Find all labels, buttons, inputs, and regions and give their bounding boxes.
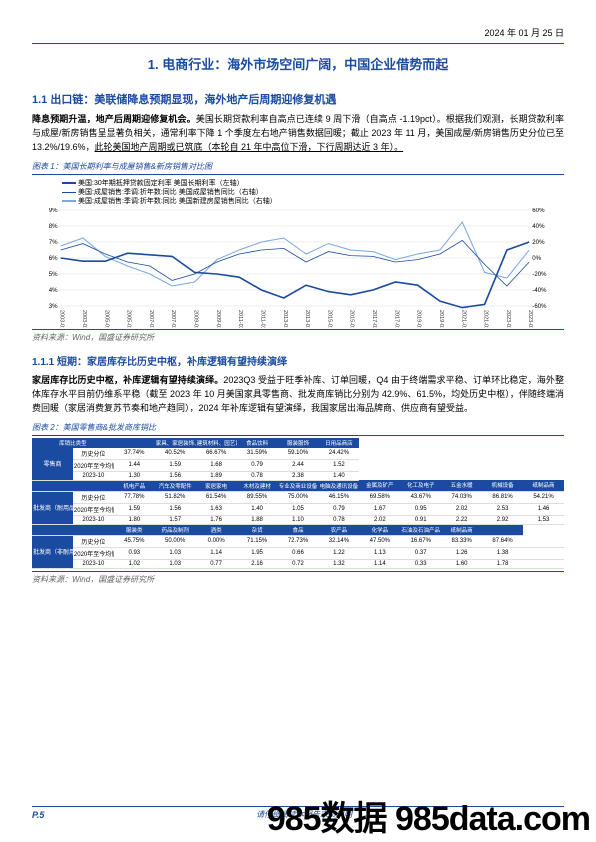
svg-text:2007-01: 2007-01 bbox=[148, 310, 154, 328]
svg-text:2013-01: 2013-01 bbox=[304, 310, 310, 328]
chart1-svg: 3% 4% 5% 6% 7% 8% 9% -60% -40% -20% 0% 20% 40% 60% 200… bbox=[32, 208, 564, 328]
svg-text:2013-01: 2013-01 bbox=[282, 310, 288, 328]
page-number: P.5 bbox=[32, 810, 44, 820]
doc-date: 2024 年 01 月 25 日 bbox=[32, 26, 564, 39]
figure2-table: 库销比类型家具、家居装饰、电子和家电商店建筑材料、园艺设备和物料食品饮料服装服饰… bbox=[32, 438, 564, 569]
svg-text:-60%: -60% bbox=[532, 304, 547, 310]
svg-text:2021-01: 2021-01 bbox=[483, 310, 489, 328]
figure1-label: 图表 1：美国长期利率与成屋销售&新房销售对比图 bbox=[32, 161, 564, 175]
divider-top bbox=[32, 43, 564, 44]
svg-text:2009-01: 2009-01 bbox=[215, 310, 221, 328]
heading-1: 1. 电商行业：海外市场空间广阔，中国企业借势而起 bbox=[32, 54, 564, 73]
heading-1-1: 1.1 出口链：美联储降息预期显现，海外地产后周期迎修复机遇 bbox=[32, 91, 564, 107]
svg-text:2015-01: 2015-01 bbox=[326, 310, 332, 328]
svg-text:-20%: -20% bbox=[532, 272, 547, 278]
figure2-source: 资料来源：Wind，国盛证券研究所 bbox=[32, 571, 564, 585]
heading-1-1-1: 1.1.1 短期：家居库存比历史中枢，补库逻辑有望持续演绎 bbox=[32, 353, 564, 368]
figure2-label: 图表 2：美国零售商&批发商库销比 bbox=[32, 422, 564, 436]
svg-text:-40%: -40% bbox=[532, 288, 547, 294]
para1-bold: 降息预期升温，地产后周期迎修复机会。 bbox=[32, 114, 196, 124]
svg-text:2011-01: 2011-01 bbox=[259, 310, 265, 328]
para1-underline: 此轮美国地产周期或已筑底（本轮自 21 年中高位下滑，下行周期达近 3 年）。 bbox=[95, 142, 404, 152]
svg-text:2017-01: 2017-01 bbox=[371, 310, 377, 328]
svg-text:2023-01: 2023-01 bbox=[505, 310, 511, 328]
svg-text:4%: 4% bbox=[49, 288, 58, 294]
svg-text:2011-01: 2011-01 bbox=[237, 310, 243, 328]
chart1-legend: 美国:30年期抵押贷款固定利率 美国长期利率（左轴）美国:成屋销售:季调:折年数… bbox=[32, 177, 564, 208]
svg-text:2017-01: 2017-01 bbox=[393, 310, 399, 328]
svg-text:2021-01: 2021-01 bbox=[460, 310, 466, 328]
para2-bold: 家居库存比历史中枢，补库逻辑有望持续演绎。 bbox=[32, 375, 223, 385]
svg-text:8%: 8% bbox=[49, 224, 58, 230]
svg-text:2005-01: 2005-01 bbox=[126, 310, 132, 328]
svg-text:2009-01: 2009-01 bbox=[193, 310, 199, 328]
watermark: 985数据 985data.com bbox=[267, 791, 590, 840]
svg-text:9%: 9% bbox=[49, 208, 58, 214]
svg-text:3%: 3% bbox=[49, 304, 58, 310]
svg-text:40%: 40% bbox=[532, 224, 545, 230]
figure1-chart: 美国:30年期抵押贷款固定利率 美国长期利率（左轴）美国:成屋销售:季调:折年数… bbox=[32, 177, 564, 327]
svg-text:5%: 5% bbox=[49, 272, 58, 278]
svg-text:2005-01: 2005-01 bbox=[103, 310, 109, 328]
svg-text:2003-01: 2003-01 bbox=[59, 310, 65, 328]
svg-text:2019-01: 2019-01 bbox=[438, 310, 444, 328]
svg-text:2003-01: 2003-01 bbox=[81, 310, 87, 328]
svg-text:2019-01: 2019-01 bbox=[416, 310, 422, 328]
svg-text:2007-01: 2007-01 bbox=[170, 310, 176, 328]
paragraph-1: 降息预期升温，地产后周期迎修复机会。美国长期贷款利率自高点已连续 9 周下滑（自… bbox=[32, 113, 564, 155]
svg-text:60%: 60% bbox=[532, 208, 545, 214]
data-table: 库销比类型家具、家居装饰、电子和家电商店建筑材料、园艺设备和物料食品饮料服装服饰… bbox=[32, 438, 564, 569]
svg-text:2023-01: 2023-01 bbox=[527, 310, 533, 328]
paragraph-2: 家居库存比历史中枢，补库逻辑有望持续演绎。2023Q3 受益于旺季补库、订单回暖… bbox=[32, 374, 564, 416]
figure1-source: 资料来源：Wind，国盛证券研究所 bbox=[32, 329, 564, 343]
svg-text:0%: 0% bbox=[532, 256, 541, 262]
svg-text:20%: 20% bbox=[532, 240, 545, 246]
svg-text:7%: 7% bbox=[49, 240, 58, 246]
svg-text:2015-01: 2015-01 bbox=[349, 310, 355, 328]
svg-text:6%: 6% bbox=[49, 256, 58, 262]
